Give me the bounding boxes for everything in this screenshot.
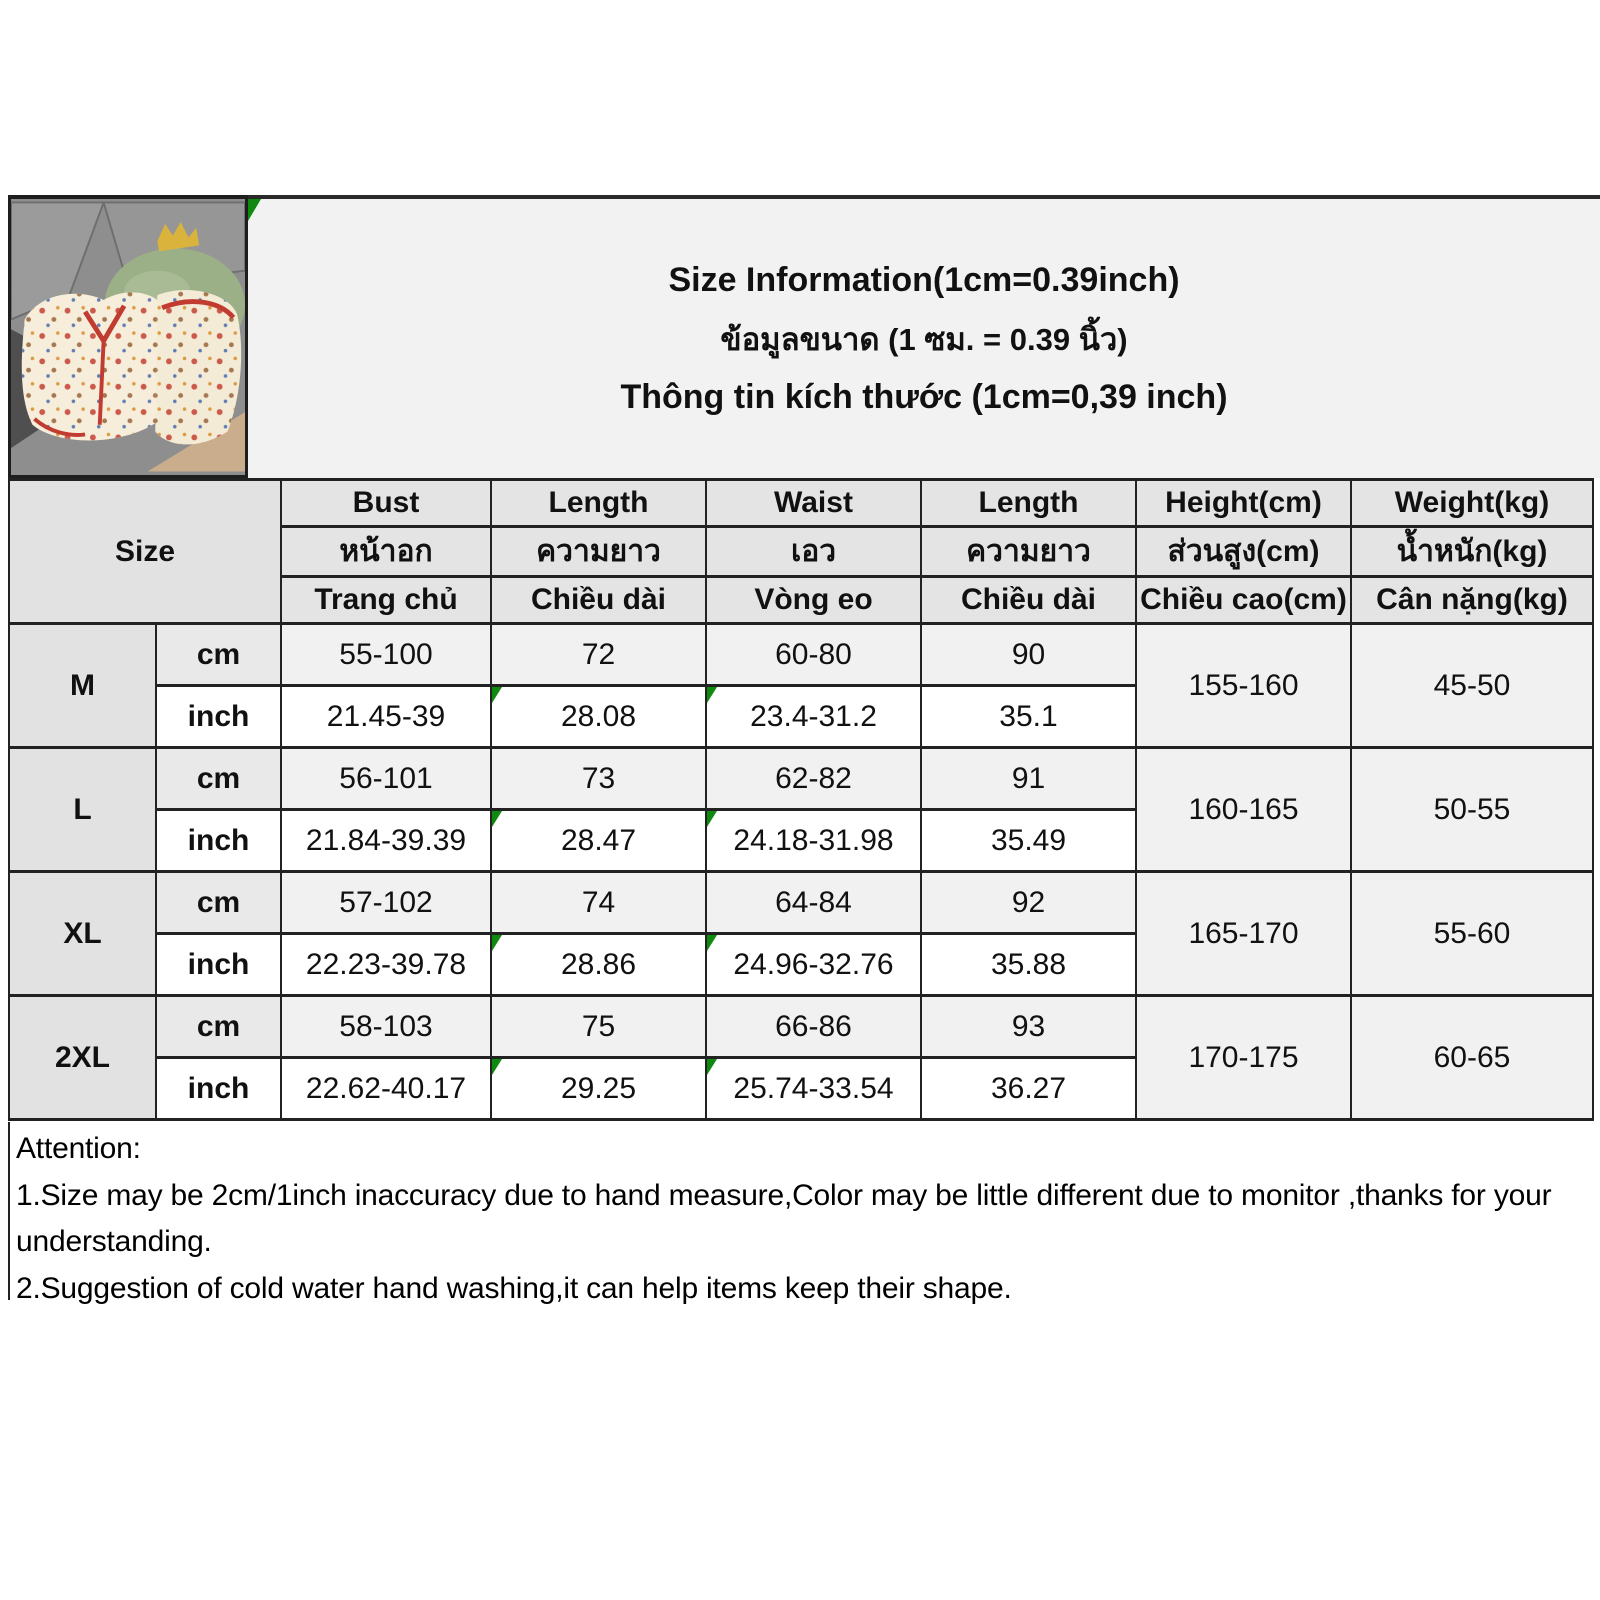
- value-cell-weight: 50-55: [1350, 746, 1594, 873]
- value-cell: 64-84: [705, 870, 922, 935]
- green-corner-marker-icon: [493, 1060, 502, 1075]
- value-cell: 28.47: [490, 808, 707, 873]
- value-cell: 23.4-31.2: [705, 684, 922, 749]
- size-information-header: Size Information(1cm=0.39inch) ข้อมูลขนา…: [248, 195, 1600, 478]
- unit-label-cm: cm: [155, 870, 282, 935]
- col-header-length2-th: ความยาว: [920, 525, 1137, 578]
- value-cell: 66-86: [705, 994, 922, 1059]
- value-cell: 35.1: [920, 684, 1137, 749]
- green-corner-marker-icon: [708, 812, 717, 827]
- value-text: 23.4-31.2: [750, 699, 877, 733]
- value-cell: 92: [920, 870, 1137, 935]
- green-corner-marker-icon: [708, 688, 717, 703]
- col-header-weight-en: Weight(kg): [1350, 478, 1594, 528]
- title-english: Size Information(1cm=0.39inch): [668, 260, 1180, 299]
- value-cell: 25.74-33.54: [705, 1056, 922, 1121]
- green-corner-marker-icon: [708, 936, 717, 951]
- value-cell: 73: [490, 746, 707, 811]
- value-cell-weight: 55-60: [1350, 870, 1594, 997]
- value-cell: 93: [920, 994, 1137, 1059]
- col-header-length-vi: Chiều dài: [490, 575, 707, 625]
- value-text: 24.18-31.98: [733, 823, 894, 857]
- size-chart-table: Size Bust Length Waist Length Height(cm)…: [8, 478, 1594, 1121]
- value-text: 24.96-32.76: [733, 947, 894, 981]
- value-cell: 29.25: [490, 1056, 707, 1121]
- col-header-bust-th: หน้าอก: [280, 525, 492, 578]
- value-text: 29.25: [560, 1071, 637, 1105]
- size-row-label-xl: XL: [8, 870, 157, 997]
- unit-label-inch: inch: [155, 684, 282, 749]
- col-header-height-en: Height(cm): [1135, 478, 1352, 528]
- size-row-label-2xl: 2XL: [8, 994, 157, 1121]
- unit-label-inch: inch: [155, 808, 282, 873]
- value-cell: 22.62-40.17: [280, 1056, 492, 1121]
- pajama-set-illustration: [11, 201, 245, 472]
- value-cell: 62-82: [705, 746, 922, 811]
- value-cell: 91: [920, 746, 1137, 811]
- value-text: 25.74-33.54: [733, 1071, 894, 1105]
- unit-label-cm: cm: [155, 622, 282, 687]
- value-text: 28.86: [560, 947, 637, 981]
- value-cell-height: 170-175: [1135, 994, 1352, 1121]
- value-cell: 24.18-31.98: [705, 808, 922, 873]
- col-header-waist-th: เอว: [705, 525, 922, 578]
- value-cell: 90: [920, 622, 1137, 687]
- value-cell-height: 155-160: [1135, 622, 1352, 749]
- col-header-weight-vi: Cân nặng(kg): [1350, 575, 1594, 625]
- product-photo: [8, 195, 248, 478]
- value-cell: 60-80: [705, 622, 922, 687]
- value-cell: 56-101: [280, 746, 492, 811]
- value-cell: 21.84-39.39: [280, 808, 492, 873]
- col-header-height-vi: Chiều cao(cm): [1135, 575, 1352, 625]
- col-header-waist-en: Waist: [705, 478, 922, 528]
- value-cell: 55-100: [280, 622, 492, 687]
- col-header-waist-vi: Vòng eo: [705, 575, 922, 625]
- value-cell: 24.96-32.76: [705, 932, 922, 997]
- col-header-length2-vi: Chiều dài: [920, 575, 1137, 625]
- attention-note-1: 1.Size may be 2cm/1inch inaccuracy due t…: [16, 1178, 1552, 1259]
- green-corner-marker-icon: [248, 199, 261, 221]
- value-cell-height: 165-170: [1135, 870, 1352, 997]
- size-row-label-l: L: [8, 746, 157, 873]
- attention-notes: Attention: 1.Size may be 2cm/1inch inacc…: [8, 1122, 1586, 1305]
- unit-label-inch: inch: [155, 932, 282, 997]
- value-cell: 35.88: [920, 932, 1137, 997]
- value-cell: 22.23-39.78: [280, 932, 492, 997]
- size-row-label-m: M: [8, 622, 157, 749]
- unit-label-inch: inch: [155, 1056, 282, 1121]
- value-cell-weight: 60-65: [1350, 994, 1594, 1121]
- col-header-weight-th: น้ำหนัก(kg): [1350, 525, 1594, 578]
- col-header-bust-vi: Trang chủ: [280, 575, 492, 625]
- col-header-bust-en: Bust: [280, 478, 492, 528]
- value-cell: 75: [490, 994, 707, 1059]
- value-cell: 58-103: [280, 994, 492, 1059]
- value-cell: 74: [490, 870, 707, 935]
- green-corner-marker-icon: [493, 936, 502, 951]
- unit-label-cm: cm: [155, 994, 282, 1059]
- title-thai: ข้อมูลขนาด (1 ซม. = 0.39 นิ้ว): [720, 321, 1128, 357]
- value-cell: 72: [490, 622, 707, 687]
- value-cell: 28.08: [490, 684, 707, 749]
- size-column-header: Size: [8, 478, 282, 625]
- value-cell-weight: 45-50: [1350, 622, 1594, 749]
- green-corner-marker-icon: [493, 688, 502, 703]
- value-text: 28.08: [560, 699, 637, 733]
- unit-label-cm: cm: [155, 746, 282, 811]
- value-text: 28.47: [560, 823, 637, 857]
- value-cell-height: 160-165: [1135, 746, 1352, 873]
- col-header-length-th: ความยาว: [490, 525, 707, 578]
- value-cell: 36.27: [920, 1056, 1137, 1121]
- value-cell: 35.49: [920, 808, 1137, 873]
- value-cell: 21.45-39: [280, 684, 492, 749]
- title-vietnamese: Thông tin kích thước (1cm=0,39 inch): [620, 377, 1228, 416]
- value-cell: 57-102: [280, 870, 492, 935]
- attention-note-2: 2.Suggestion of cold water hand washing,…: [16, 1271, 1012, 1305]
- col-header-length-en: Length: [490, 478, 707, 528]
- value-cell: 28.86: [490, 932, 707, 997]
- green-corner-marker-icon: [708, 1060, 717, 1075]
- col-header-length2-en: Length: [920, 478, 1137, 528]
- green-corner-marker-icon: [493, 812, 502, 827]
- attention-heading: Attention:: [16, 1132, 141, 1165]
- col-header-height-th: ส่วนสูง(cm): [1135, 525, 1352, 578]
